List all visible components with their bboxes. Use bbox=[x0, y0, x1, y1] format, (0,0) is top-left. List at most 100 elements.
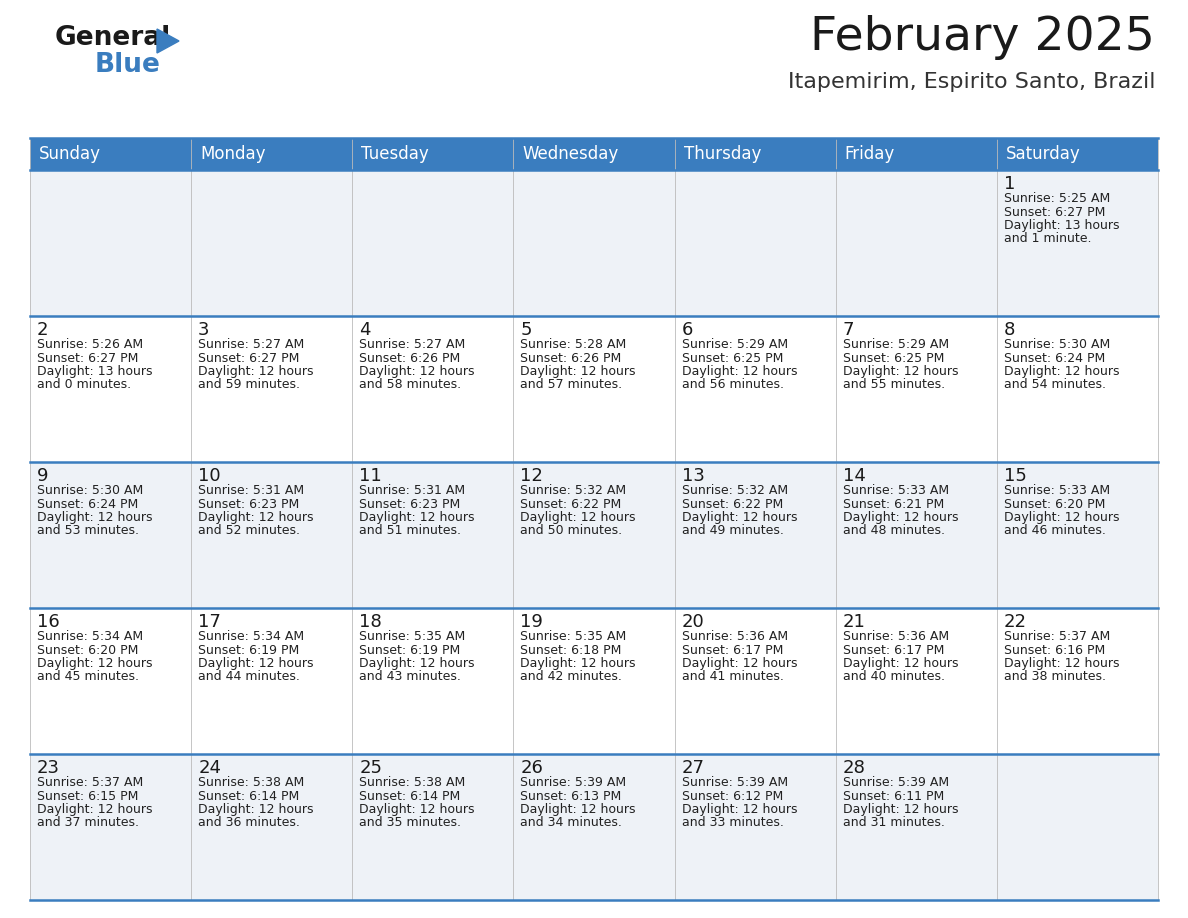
Bar bbox=[30, 608, 191, 754]
Text: Daylight: 12 hours: Daylight: 12 hours bbox=[359, 365, 475, 378]
Text: and 42 minutes.: and 42 minutes. bbox=[520, 670, 623, 684]
Text: Sunrise: 5:30 AM: Sunrise: 5:30 AM bbox=[37, 484, 144, 497]
Text: Daylight: 12 hours: Daylight: 12 hours bbox=[359, 511, 475, 524]
Text: and 41 minutes.: and 41 minutes. bbox=[682, 670, 783, 684]
Text: Daylight: 12 hours: Daylight: 12 hours bbox=[198, 365, 314, 378]
Text: 7: 7 bbox=[842, 321, 854, 339]
Text: 13: 13 bbox=[682, 467, 704, 485]
Text: 4: 4 bbox=[359, 321, 371, 339]
Text: and 36 minutes.: and 36 minutes. bbox=[198, 816, 301, 830]
Bar bbox=[30, 138, 1158, 170]
Bar bbox=[513, 316, 675, 462]
Text: Sunrise: 5:31 AM: Sunrise: 5:31 AM bbox=[359, 484, 466, 497]
Bar bbox=[835, 754, 997, 900]
Bar bbox=[835, 170, 997, 316]
Text: and 37 minutes.: and 37 minutes. bbox=[37, 816, 139, 830]
Text: Sunset: 6:26 PM: Sunset: 6:26 PM bbox=[520, 352, 621, 364]
Text: 24: 24 bbox=[198, 759, 221, 777]
Bar bbox=[30, 754, 191, 900]
Text: and 55 minutes.: and 55 minutes. bbox=[842, 378, 944, 391]
Text: Sunset: 6:19 PM: Sunset: 6:19 PM bbox=[359, 644, 461, 656]
Text: Daylight: 12 hours: Daylight: 12 hours bbox=[682, 511, 797, 524]
Text: Sunrise: 5:33 AM: Sunrise: 5:33 AM bbox=[1004, 484, 1110, 497]
Text: Daylight: 12 hours: Daylight: 12 hours bbox=[682, 657, 797, 670]
Text: and 59 minutes.: and 59 minutes. bbox=[198, 378, 301, 391]
Text: Sunrise: 5:39 AM: Sunrise: 5:39 AM bbox=[682, 776, 788, 789]
Text: 6: 6 bbox=[682, 321, 693, 339]
Bar bbox=[675, 170, 835, 316]
Text: and 0 minutes.: and 0 minutes. bbox=[37, 378, 131, 391]
Text: Sunset: 6:26 PM: Sunset: 6:26 PM bbox=[359, 352, 461, 364]
Text: Sunrise: 5:30 AM: Sunrise: 5:30 AM bbox=[1004, 338, 1110, 351]
Text: Daylight: 12 hours: Daylight: 12 hours bbox=[198, 511, 314, 524]
Text: Itapemirim, Espirito Santo, Brazil: Itapemirim, Espirito Santo, Brazil bbox=[788, 72, 1155, 92]
Text: Sunset: 6:24 PM: Sunset: 6:24 PM bbox=[37, 498, 138, 510]
Bar bbox=[353, 462, 513, 608]
Text: Sunset: 6:17 PM: Sunset: 6:17 PM bbox=[682, 644, 783, 656]
Text: and 50 minutes.: and 50 minutes. bbox=[520, 524, 623, 538]
Text: Sunrise: 5:33 AM: Sunrise: 5:33 AM bbox=[842, 484, 949, 497]
Text: Wednesday: Wednesday bbox=[523, 145, 619, 163]
Text: and 52 minutes.: and 52 minutes. bbox=[198, 524, 301, 538]
Text: and 31 minutes.: and 31 minutes. bbox=[842, 816, 944, 830]
Text: and 58 minutes.: and 58 minutes. bbox=[359, 378, 461, 391]
Bar bbox=[675, 608, 835, 754]
Bar bbox=[675, 316, 835, 462]
Text: Sunrise: 5:27 AM: Sunrise: 5:27 AM bbox=[198, 338, 304, 351]
Text: Friday: Friday bbox=[845, 145, 895, 163]
Bar bbox=[675, 754, 835, 900]
Text: Daylight: 12 hours: Daylight: 12 hours bbox=[842, 803, 959, 816]
Text: and 45 minutes.: and 45 minutes. bbox=[37, 670, 139, 684]
Text: Sunset: 6:17 PM: Sunset: 6:17 PM bbox=[842, 644, 944, 656]
Text: Daylight: 12 hours: Daylight: 12 hours bbox=[359, 657, 475, 670]
Bar bbox=[997, 316, 1158, 462]
Bar bbox=[513, 170, 675, 316]
Text: Sunset: 6:11 PM: Sunset: 6:11 PM bbox=[842, 789, 944, 802]
Text: Daylight: 12 hours: Daylight: 12 hours bbox=[198, 803, 314, 816]
Text: Sunrise: 5:29 AM: Sunrise: 5:29 AM bbox=[842, 338, 949, 351]
Text: 11: 11 bbox=[359, 467, 383, 485]
Text: Daylight: 12 hours: Daylight: 12 hours bbox=[682, 365, 797, 378]
Bar bbox=[997, 170, 1158, 316]
Text: 14: 14 bbox=[842, 467, 866, 485]
Polygon shape bbox=[157, 29, 179, 53]
Text: Sunrise: 5:32 AM: Sunrise: 5:32 AM bbox=[682, 484, 788, 497]
Text: Sunset: 6:23 PM: Sunset: 6:23 PM bbox=[198, 498, 299, 510]
Text: Sunrise: 5:38 AM: Sunrise: 5:38 AM bbox=[359, 776, 466, 789]
Text: Daylight: 12 hours: Daylight: 12 hours bbox=[520, 803, 636, 816]
Text: 16: 16 bbox=[37, 613, 59, 631]
Bar bbox=[353, 608, 513, 754]
Text: and 43 minutes.: and 43 minutes. bbox=[359, 670, 461, 684]
Text: Sunset: 6:20 PM: Sunset: 6:20 PM bbox=[37, 644, 138, 656]
Text: and 1 minute.: and 1 minute. bbox=[1004, 232, 1092, 245]
Text: Sunrise: 5:25 AM: Sunrise: 5:25 AM bbox=[1004, 192, 1110, 205]
Bar bbox=[191, 316, 353, 462]
Text: Blue: Blue bbox=[95, 52, 160, 78]
Text: 18: 18 bbox=[359, 613, 383, 631]
Text: Monday: Monday bbox=[200, 145, 266, 163]
Text: Thursday: Thursday bbox=[683, 145, 762, 163]
Text: Sunset: 6:14 PM: Sunset: 6:14 PM bbox=[198, 789, 299, 802]
Text: Sunset: 6:27 PM: Sunset: 6:27 PM bbox=[198, 352, 299, 364]
Text: Daylight: 13 hours: Daylight: 13 hours bbox=[37, 365, 152, 378]
Text: and 38 minutes.: and 38 minutes. bbox=[1004, 670, 1106, 684]
Text: Sunrise: 5:27 AM: Sunrise: 5:27 AM bbox=[359, 338, 466, 351]
Text: Sunrise: 5:35 AM: Sunrise: 5:35 AM bbox=[359, 630, 466, 643]
Text: 5: 5 bbox=[520, 321, 532, 339]
Text: Sunrise: 5:37 AM: Sunrise: 5:37 AM bbox=[37, 776, 144, 789]
Bar bbox=[353, 316, 513, 462]
Text: 12: 12 bbox=[520, 467, 543, 485]
Text: 10: 10 bbox=[198, 467, 221, 485]
Text: Sunrise: 5:35 AM: Sunrise: 5:35 AM bbox=[520, 630, 627, 643]
Bar bbox=[835, 462, 997, 608]
Text: Saturday: Saturday bbox=[1006, 145, 1081, 163]
Text: 25: 25 bbox=[359, 759, 383, 777]
Text: and 53 minutes.: and 53 minutes. bbox=[37, 524, 139, 538]
Text: Sunset: 6:14 PM: Sunset: 6:14 PM bbox=[359, 789, 461, 802]
Text: and 33 minutes.: and 33 minutes. bbox=[682, 816, 783, 830]
Bar bbox=[513, 608, 675, 754]
Text: Sunset: 6:22 PM: Sunset: 6:22 PM bbox=[682, 498, 783, 510]
Text: Sunset: 6:13 PM: Sunset: 6:13 PM bbox=[520, 789, 621, 802]
Text: Daylight: 12 hours: Daylight: 12 hours bbox=[842, 511, 959, 524]
Text: Sunset: 6:15 PM: Sunset: 6:15 PM bbox=[37, 789, 138, 802]
